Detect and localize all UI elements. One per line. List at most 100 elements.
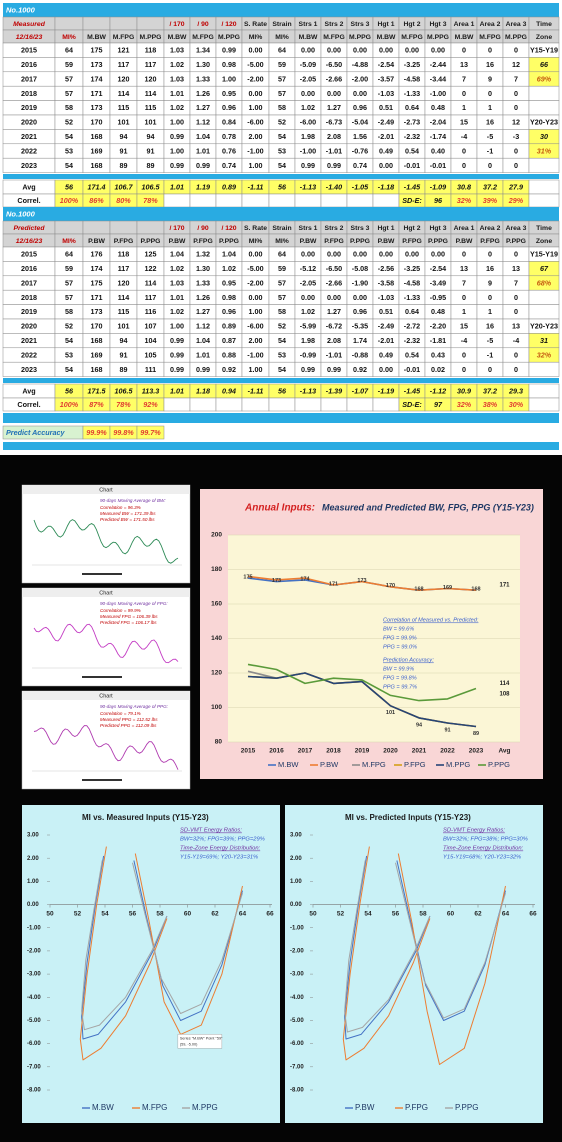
- cell-text: P.PPG: [506, 238, 526, 245]
- cell-text: 32%: [457, 400, 472, 409]
- cell-text: -0.95: [430, 293, 446, 302]
- legend-label: P.BW: [355, 1103, 375, 1112]
- panel-trace: [33, 519, 179, 564]
- cell-text: P.PPG: [350, 238, 370, 245]
- cell-text: M.FPG: [401, 34, 423, 41]
- cell-text: / 120: [221, 225, 236, 232]
- y-tick-label: 0.00: [290, 902, 302, 908]
- cell-text: 1.01: [170, 89, 184, 98]
- cell-text: M.FPG: [479, 34, 501, 41]
- data-label: 94: [416, 722, 423, 728]
- cell-text: 0.99: [301, 365, 315, 374]
- cell-text: -1.00: [300, 146, 316, 155]
- cell-text: 9: [488, 74, 492, 83]
- table-cell: [528, 397, 560, 412]
- data-label: 168: [471, 587, 480, 593]
- table-cell: [136, 16, 165, 31]
- cell-text: Strs 3: [351, 225, 370, 232]
- cell-text: -1.74: [430, 132, 446, 141]
- cell-text: 0.00: [301, 250, 315, 259]
- panel-trace: [33, 725, 179, 770]
- cell-text: 1.00: [170, 118, 184, 127]
- cell-text: 54: [65, 365, 73, 374]
- cell-text: -1.03: [378, 293, 394, 302]
- cell-text: -2.32: [404, 336, 420, 345]
- cell-text: 1.00: [170, 322, 184, 331]
- cell-text: 59: [65, 264, 73, 273]
- cell-text: -6.00: [300, 118, 316, 127]
- cell-text: 89: [120, 161, 128, 170]
- cell-text: 0.94: [222, 386, 236, 395]
- cell-text: 1.00: [249, 307, 263, 316]
- cell-text: 1.01: [170, 386, 184, 395]
- cell-text: 1.30: [196, 60, 210, 69]
- cell-text: 117: [118, 264, 130, 273]
- cell-text: P.BW: [169, 238, 186, 245]
- cell-text: 7: [514, 278, 518, 287]
- y-tick-label: -5.00: [290, 1018, 304, 1024]
- cell-text: 0.84: [222, 118, 236, 127]
- cell-text: 0: [514, 103, 518, 112]
- cell-text: -6.50: [326, 60, 342, 69]
- cell-text: M.FPG: [323, 34, 345, 41]
- cell-text: -3.25: [404, 264, 420, 273]
- cell-text: 1.00: [170, 146, 184, 155]
- chart-title: Measured and Predicted BW, FPG, PPG (Y15…: [322, 502, 534, 512]
- cell-text: 1.04: [222, 250, 236, 259]
- cell-text: 0.95: [222, 278, 236, 287]
- cell-text: 59: [278, 60, 286, 69]
- y-tick-label: 3.00: [290, 833, 302, 839]
- cell-text: 59: [278, 264, 286, 273]
- cell-text: 100%: [60, 196, 79, 205]
- cell-text: 0: [514, 46, 518, 55]
- cell-text: 2018: [21, 293, 37, 302]
- cell-text: 1.33: [196, 278, 210, 287]
- cell-text: 0.98: [222, 60, 236, 69]
- cell-text: P.BW: [378, 238, 395, 245]
- cell-text: 0.00: [353, 89, 367, 98]
- cell-text: Strs 2: [325, 225, 344, 232]
- cell-text: -3.25: [404, 60, 420, 69]
- cell-text: -1.45: [404, 182, 421, 191]
- cell-text: SD-E:: [402, 196, 422, 205]
- cell-text: 0.92: [353, 365, 367, 374]
- cell-text: 122: [145, 264, 157, 273]
- cell-text: 0: [462, 250, 466, 259]
- cell-text: 2017: [21, 74, 37, 83]
- cell-text: 0.51: [379, 103, 393, 112]
- y-tick-label: -3.00: [27, 972, 41, 978]
- cell-text: 118: [145, 46, 157, 55]
- cell-text: 12: [512, 118, 520, 127]
- cell-text: 0: [488, 89, 492, 98]
- cell-text: 0.98: [222, 293, 236, 302]
- cell-text: -3.49: [430, 278, 446, 287]
- cell-text: 31: [540, 336, 548, 345]
- data-label: 101: [386, 710, 395, 716]
- cell-text: -5.00: [247, 264, 263, 273]
- cell-text: 114: [145, 278, 157, 287]
- table-cell: [372, 397, 400, 412]
- y-tick-label: -5.00: [27, 1018, 41, 1024]
- series-line: [344, 855, 506, 1040]
- cell-text: 105: [145, 350, 157, 359]
- cell-text: 2018: [21, 89, 37, 98]
- cell-text: 0.43: [431, 350, 445, 359]
- cell-text: 1.00: [249, 103, 263, 112]
- cell-text: P.FPG: [193, 238, 213, 245]
- cell-text: 59: [65, 60, 73, 69]
- cell-text: 1.03: [170, 46, 184, 55]
- table-cell: [294, 397, 322, 412]
- cell-text: 57: [278, 89, 286, 98]
- cell-text: -1.03: [378, 89, 394, 98]
- chart-title: MI vs. Predicted Inputs (Y15-Y23): [345, 813, 471, 822]
- cell-text: -0.01: [430, 161, 446, 170]
- cell-text: 0.00: [327, 89, 341, 98]
- data-label: 169: [443, 585, 452, 591]
- cell-text: 67: [540, 264, 549, 273]
- chart-background: [22, 805, 280, 1123]
- cell-text: 173: [91, 103, 103, 112]
- x-tick-label: 60: [447, 910, 455, 917]
- cell-text: Predicted: [14, 225, 46, 232]
- cell-text: 114: [118, 89, 130, 98]
- cell-text: 171: [91, 89, 103, 98]
